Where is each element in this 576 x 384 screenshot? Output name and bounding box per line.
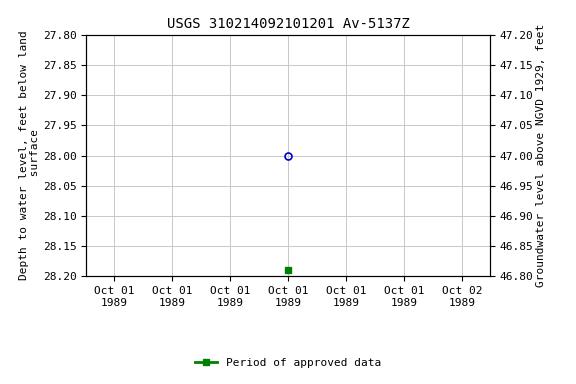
Y-axis label: Groundwater level above NGVD 1929, feet: Groundwater level above NGVD 1929, feet [536,24,546,287]
Y-axis label: Depth to water level, feet below land
 surface: Depth to water level, feet below land su… [18,31,40,280]
Legend: Period of approved data: Period of approved data [191,354,385,372]
Title: USGS 310214092101201 Av-5137Z: USGS 310214092101201 Av-5137Z [166,17,410,31]
